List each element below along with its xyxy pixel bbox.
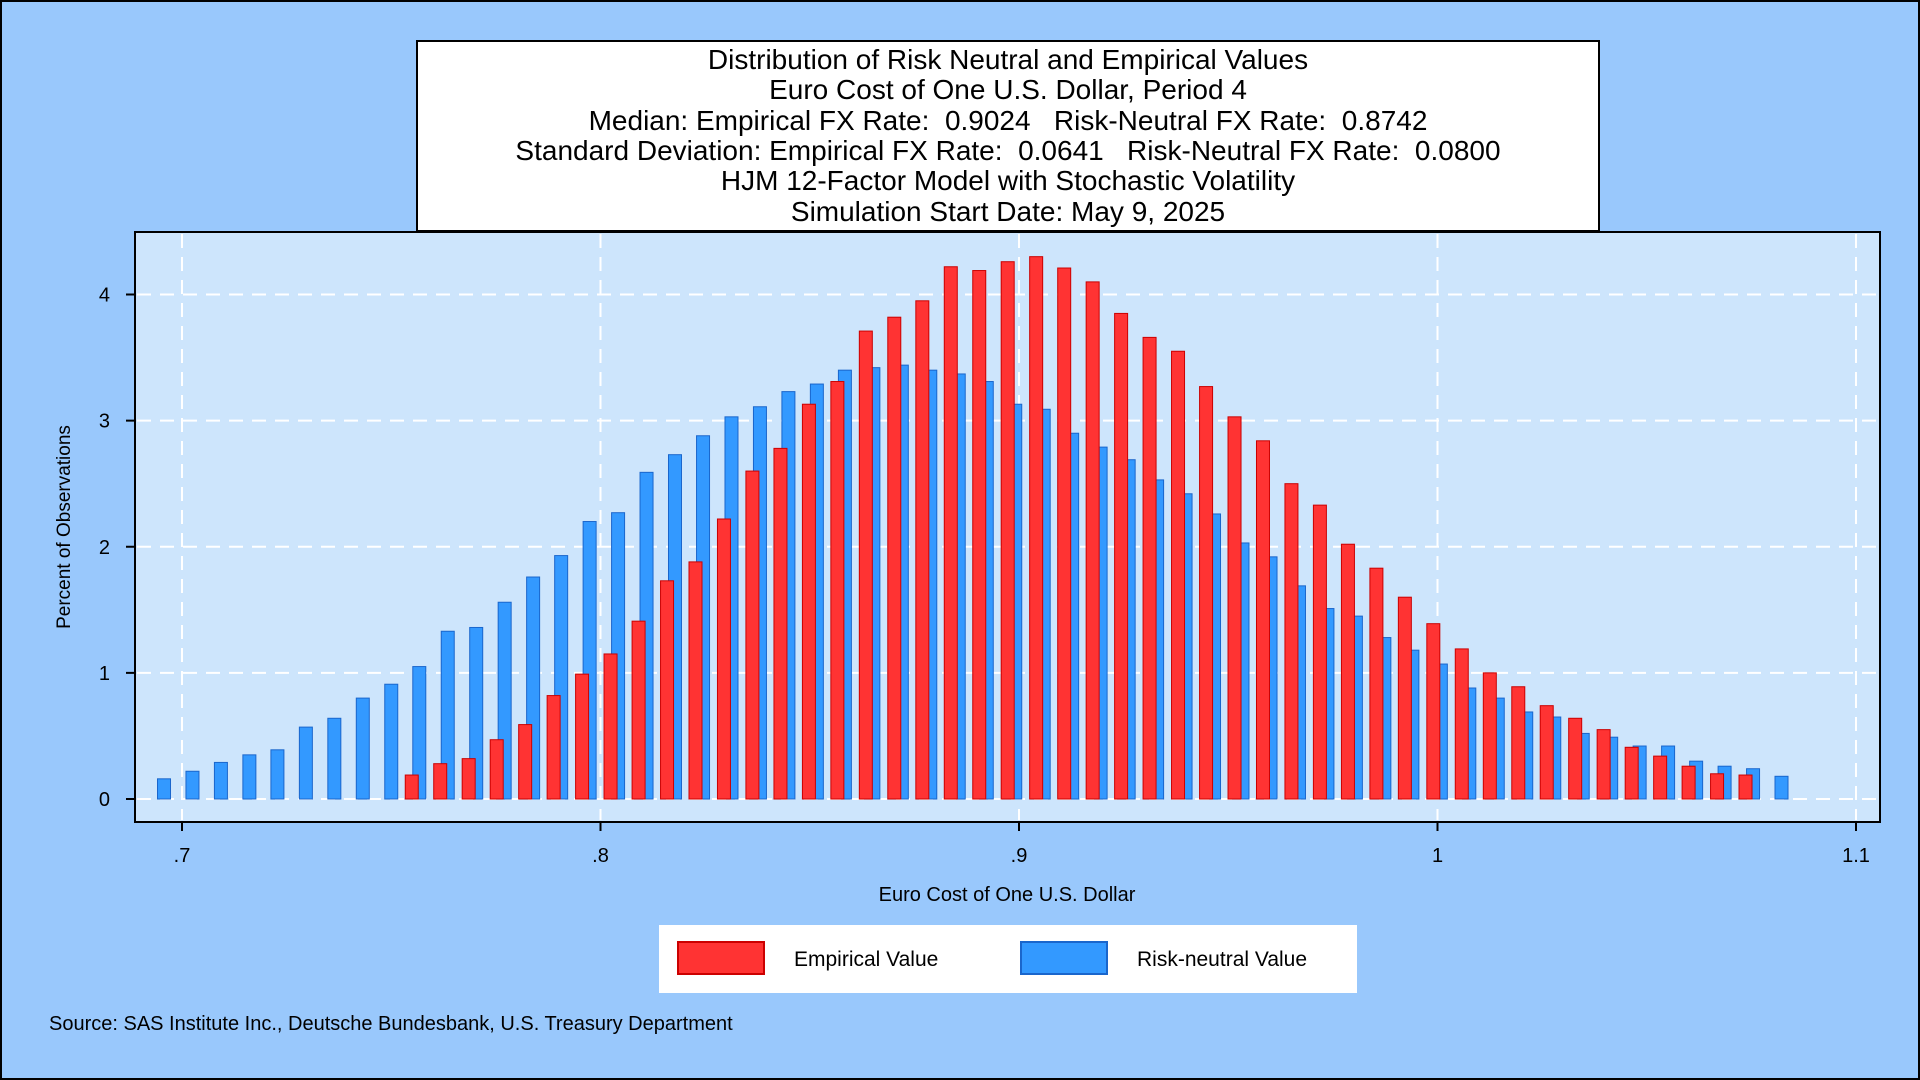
bar-empirical — [1681, 765, 1696, 800]
bar-empirical — [1710, 773, 1725, 800]
bar-risk-neutral — [1774, 775, 1789, 800]
bar-empirical — [631, 620, 646, 800]
bar-empirical — [1227, 416, 1242, 800]
bar-empirical — [575, 673, 590, 800]
bar-empirical — [1397, 596, 1412, 800]
title-line-1: Distribution of Risk Neutral and Empiric… — [707, 44, 1309, 76]
bar-empirical — [1142, 336, 1157, 800]
bar-empirical — [830, 381, 845, 800]
x-tick-label: .9 — [1011, 845, 1028, 867]
bar-empirical — [546, 695, 561, 800]
bar-empirical — [801, 403, 816, 800]
bar-empirical — [660, 580, 675, 800]
bar-risk-neutral — [327, 717, 342, 800]
bar-risk-neutral — [270, 749, 285, 800]
bar-empirical — [1653, 755, 1668, 800]
bar-empirical — [716, 518, 731, 800]
bar-empirical — [1596, 729, 1611, 800]
bar-empirical — [1426, 623, 1441, 800]
bar-empirical — [1539, 705, 1554, 800]
bar-risk-neutral — [298, 726, 313, 800]
legend-swatch-empirical — [677, 941, 765, 975]
y-tick-label: 3 — [99, 411, 110, 433]
bar-empirical — [603, 653, 618, 800]
title-line-4: Standard Deviation: Empirical FX Rate: 0… — [515, 135, 1501, 166]
bar-empirical — [1624, 746, 1639, 800]
y-axis-label: Percent of Observations — [54, 425, 75, 629]
legend-swatch-risk-neutral — [1020, 941, 1108, 975]
bar-empirical — [1511, 686, 1526, 800]
x-axis-label: Euro Cost of One U.S. Dollar — [879, 884, 1136, 906]
bar-empirical — [1284, 483, 1299, 800]
bar-empirical — [1340, 543, 1355, 800]
bar-empirical — [688, 561, 703, 800]
x-tick-label: 1 — [1432, 845, 1443, 867]
x-tick-label: .7 — [174, 845, 191, 867]
bar-empirical — [461, 758, 476, 800]
y-tick-label: 2 — [99, 537, 110, 559]
bar-risk-neutral — [185, 770, 200, 800]
bar-empirical — [887, 316, 902, 800]
bar-empirical — [1171, 350, 1186, 800]
bar-empirical — [1454, 648, 1469, 800]
y-tick-label: 4 — [99, 285, 110, 307]
bar-empirical — [489, 739, 504, 800]
bar-empirical — [1738, 774, 1753, 800]
x-tick-label: 1.1 — [1842, 845, 1870, 867]
legend: Empirical Value Risk-neutral Value — [659, 925, 1357, 993]
bar-empirical — [518, 724, 533, 800]
source-note: Source: SAS Institute Inc., Deutsche Bun… — [49, 1013, 733, 1035]
bar-empirical — [1085, 281, 1100, 800]
bar-empirical — [1568, 717, 1583, 800]
title-line-2: Euro Cost of One U.S. Dollar, Period 4 — [769, 74, 1247, 106]
bar-empirical — [1000, 261, 1015, 800]
bar-empirical — [433, 763, 448, 800]
y-tick-label: 0 — [99, 789, 110, 811]
bar-empirical — [1312, 504, 1327, 800]
bar-empirical — [1199, 386, 1214, 800]
bar-empirical — [1057, 267, 1072, 800]
bar-risk-neutral — [355, 697, 370, 800]
bar-empirical — [915, 300, 930, 800]
x-tick-label: .8 — [592, 845, 609, 867]
title-line-5: HJM 12-Factor Model with Stochastic Vola… — [720, 165, 1296, 197]
bar-empirical — [1114, 312, 1129, 800]
bar-risk-neutral — [213, 761, 228, 800]
bar-empirical — [1369, 567, 1384, 800]
bar-empirical — [404, 774, 419, 800]
bar-empirical — [773, 447, 788, 800]
title-line-3: Median: Empirical FX Rate: 0.9024 Risk-N… — [588, 104, 1428, 136]
title-box: Distribution of Risk Neutral and Empiric… — [416, 40, 1600, 232]
title-line-6: Simulation Start Date: May 9, 2025 — [790, 195, 1226, 227]
bar-empirical — [1029, 256, 1044, 800]
legend-label-empirical: Empirical Value — [794, 948, 939, 971]
bar-risk-neutral — [412, 666, 427, 800]
bar-risk-neutral — [440, 630, 455, 800]
bar-empirical — [858, 330, 873, 800]
bar-empirical — [1482, 672, 1497, 800]
bar-empirical — [745, 470, 760, 800]
legend-label-risk-neutral: Risk-neutral Value — [1137, 948, 1308, 971]
bar-risk-neutral — [384, 683, 399, 800]
y-tick-label: 1 — [99, 663, 110, 685]
bar-empirical — [1255, 440, 1270, 800]
bar-risk-neutral — [157, 778, 172, 800]
bar-risk-neutral — [469, 626, 484, 800]
bar-empirical — [972, 270, 987, 800]
bar-risk-neutral — [242, 754, 257, 800]
bar-empirical — [943, 266, 958, 800]
